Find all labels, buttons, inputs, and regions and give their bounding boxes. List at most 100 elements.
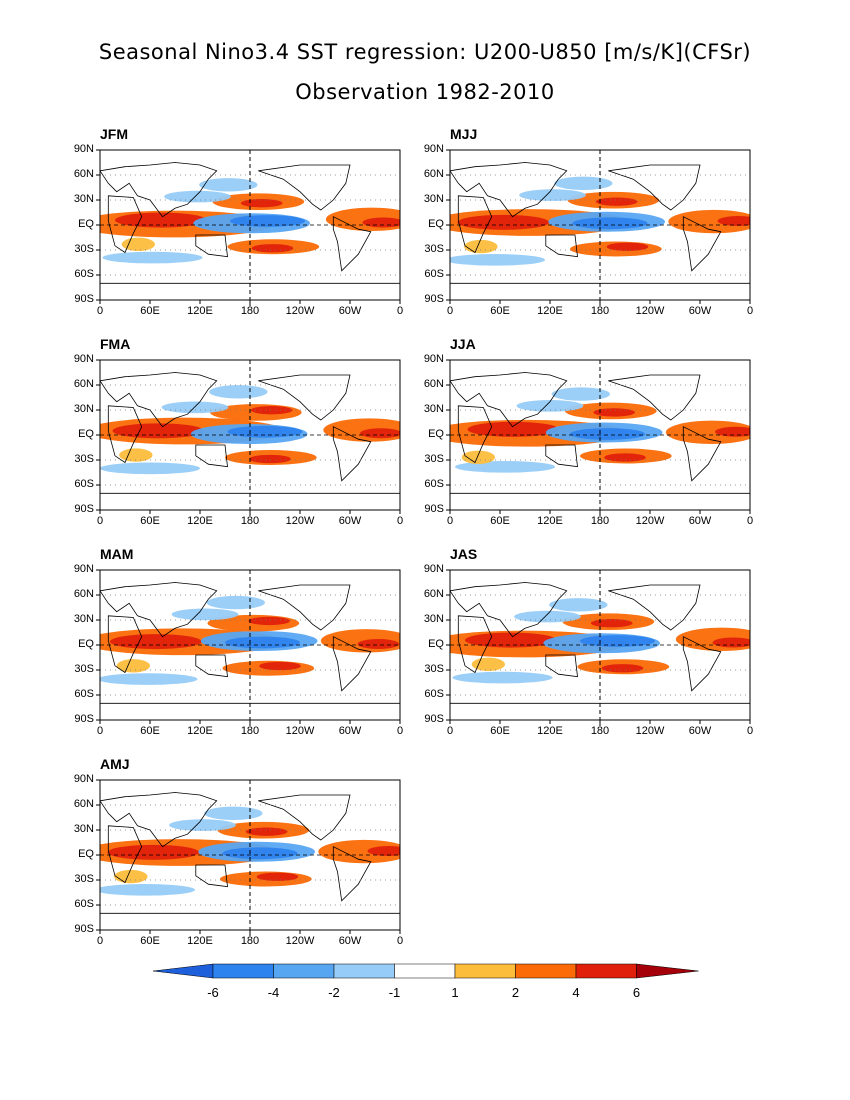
colorbar-tick-label: 1 (451, 985, 459, 1000)
lat-tick-label: 30S (74, 873, 94, 885)
lat-tick-label: 60S (74, 898, 94, 910)
lon-tick-label: 60W (688, 725, 712, 737)
lon-tick-label: 60E (140, 515, 160, 527)
lon-tick-label: 60E (490, 725, 510, 737)
anomaly-region (595, 197, 638, 206)
anomaly-region (514, 610, 581, 623)
lat-tick-label: 30S (74, 453, 94, 465)
lat-tick-label: 60N (423, 168, 444, 180)
anomaly-region (116, 659, 150, 673)
coastline (450, 582, 568, 638)
anomaly-region (572, 217, 648, 230)
colorbar-tick-label: 6 (632, 985, 641, 1000)
anomaly-region (318, 839, 400, 864)
lon-tick-label: 60E (140, 935, 160, 947)
coastline (258, 374, 351, 421)
lon-tick-label: 0 (96, 725, 104, 737)
anomaly-region (467, 421, 560, 437)
lat-tick-label: 60S (74, 688, 94, 700)
lon-tick-label: 0 (96, 935, 104, 947)
anomaly-region (450, 254, 545, 266)
coastline (332, 426, 372, 482)
coastline (195, 234, 228, 258)
coastline (608, 374, 701, 421)
panel-jfm: JFM 90N 60N 30N EQ 30S 60S 90S 0 60E 120E 180 120W 60… (70, 126, 403, 338)
panel-map (96, 779, 401, 936)
panel-label: AMJ (100, 756, 130, 772)
panel-map (446, 569, 751, 726)
anomaly-region (119, 448, 153, 462)
anomaly-region (240, 199, 283, 208)
lat-tick-label: 60S (74, 478, 94, 490)
lon-tick-label: 0 (446, 515, 454, 527)
anomaly-region (668, 209, 750, 234)
colorbar-segment (333, 963, 395, 979)
colorbar-segment (152, 963, 214, 979)
lat-tick-label: 30S (424, 453, 444, 465)
anomaly-region (717, 216, 750, 226)
coastline (332, 636, 372, 692)
colorbar-segment (454, 963, 516, 979)
lon-tick-label: 60W (338, 935, 362, 947)
lon-tick-label: 0 (396, 515, 404, 527)
lat-tick-label: 60N (423, 588, 444, 600)
lat-tick-label: EQ (78, 218, 94, 230)
anomaly-region (164, 190, 231, 203)
panel-label: FMA (100, 336, 131, 352)
coastline (195, 654, 228, 678)
lon-tick-label: 180 (240, 935, 260, 947)
panel-mam: MAM 90N 60N 30N EQ 30S 60S 90S 0 60E 120E 180 120W 60… (70, 546, 403, 758)
lon-tick-label: 120E (537, 515, 563, 527)
coastline (450, 372, 568, 428)
panel-label: JFM (100, 126, 128, 142)
lat-tick-label: 60N (73, 588, 94, 600)
colorbar-tick-label: -2 (328, 985, 340, 1000)
anomaly-region (222, 847, 298, 860)
anomaly-region (161, 401, 229, 414)
anomaly-region (516, 400, 584, 412)
anomaly-region (199, 178, 258, 192)
lon-tick-label: 120E (187, 725, 213, 737)
lat-tick-label: 60N (423, 378, 444, 390)
colorbar-segment (273, 963, 335, 979)
anomaly-region (367, 846, 400, 856)
anomaly-region (570, 428, 645, 440)
coastline (545, 444, 578, 468)
coastline (682, 216, 722, 272)
lat-tick-label: 90S (74, 293, 94, 305)
lon-tick-label: 60W (688, 305, 712, 317)
lat-tick-label: 30S (424, 243, 444, 255)
lon-tick-label: 0 (746, 305, 754, 317)
lat-tick-label: 30N (73, 613, 94, 625)
lat-tick-label: 90S (74, 923, 94, 935)
lon-tick-label: 60W (338, 725, 362, 737)
anomaly-region (100, 462, 200, 475)
lon-tick-label: 120W (285, 725, 315, 737)
lon-tick-label: 180 (240, 305, 260, 317)
chart-title: Seasonal Nino3.4 SST regression: U200-U8… (98, 40, 752, 64)
lon-tick-label: 0 (746, 515, 754, 527)
lat-tick-label: 90N (73, 353, 94, 365)
anomaly-region (604, 453, 646, 462)
coastline (100, 162, 218, 218)
anomaly-region (464, 239, 498, 254)
anomaly-region (259, 661, 301, 671)
coastline (682, 426, 722, 482)
lon-tick-label: 120W (635, 725, 665, 737)
lat-tick-label: EQ (78, 638, 94, 650)
anomaly-region (171, 608, 239, 621)
colorbar-segment (394, 963, 456, 979)
coastline (332, 216, 372, 272)
anomaly-region (601, 664, 644, 673)
lat-tick-label: 30S (74, 243, 94, 255)
lat-tick-label: 60N (73, 378, 94, 390)
anomaly-region (551, 387, 610, 401)
lat-tick-label: 30N (73, 403, 94, 415)
anomaly-region (112, 423, 205, 439)
panel-fma: FMA 90N 60N 30N EQ 30S 60S 90S 0 60E 120E 180 120W 60… (70, 336, 403, 548)
anomaly-region (256, 872, 299, 881)
panel-label: JAS (450, 546, 478, 562)
colorbar-tick-label: 2 (511, 985, 520, 1000)
lat-tick-label: 30S (424, 663, 444, 675)
